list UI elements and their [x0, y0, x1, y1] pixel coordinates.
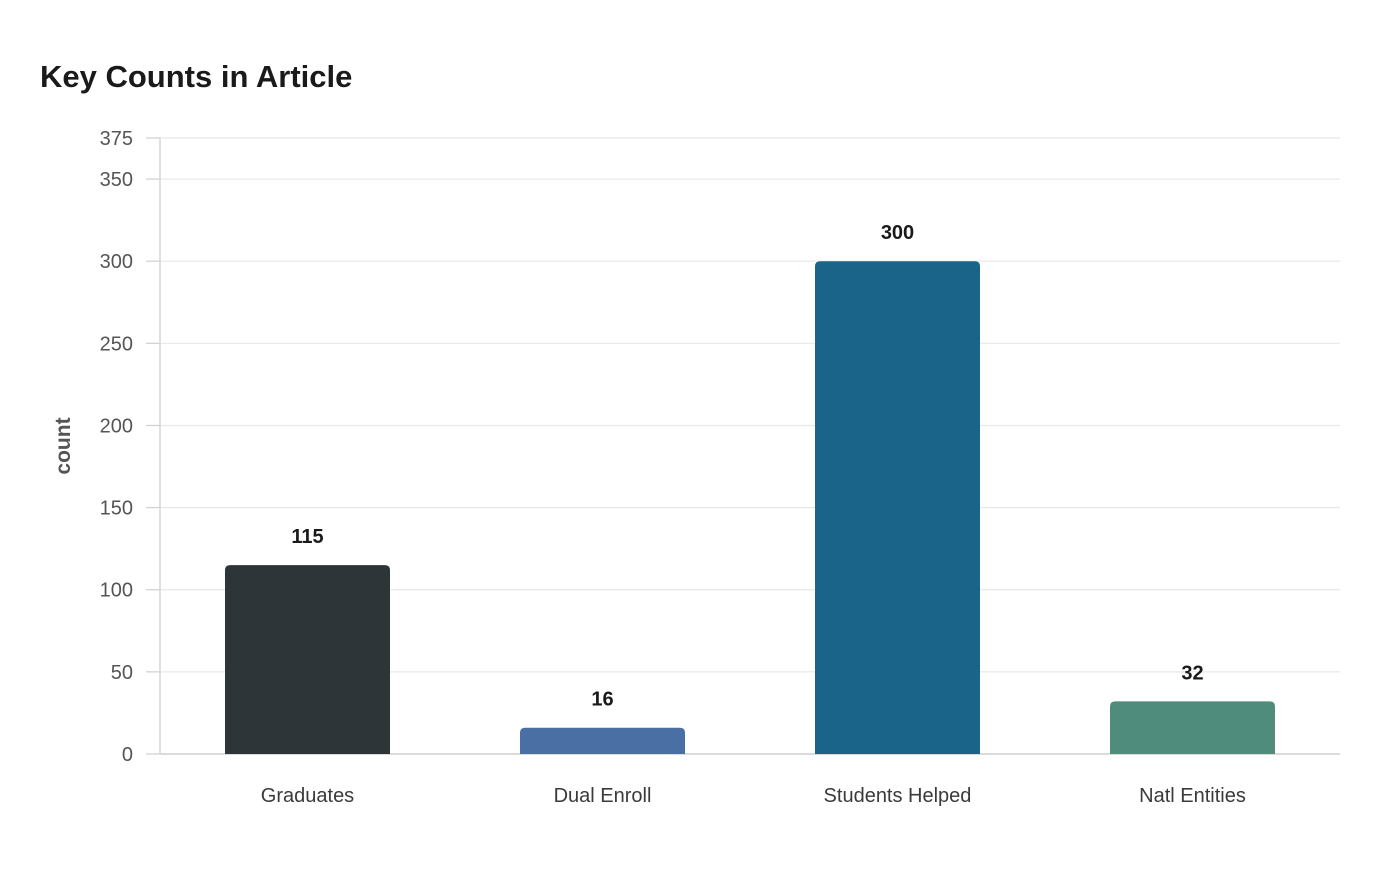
y-tick-label: 200	[100, 415, 133, 437]
data-label: 16	[591, 689, 613, 711]
y-tick-label: 375	[100, 128, 133, 150]
y-tick-label: 100	[100, 580, 133, 602]
y-axis-title: count	[52, 417, 75, 474]
y-tick-label: 350	[100, 169, 133, 191]
bar-graduates	[225, 565, 390, 754]
x-tick-label: Natl Entities	[1139, 785, 1246, 807]
y-tick-label: 50	[111, 662, 133, 684]
data-label: 115	[291, 526, 323, 548]
chart-title: Key Counts in Article	[40, 59, 353, 94]
y-tick-label: 0	[122, 744, 133, 766]
bar-dual-enroll	[520, 727, 685, 754]
x-tick-label: Students Helped	[824, 785, 972, 807]
x-tick-label: Graduates	[261, 785, 354, 807]
data-label: 32	[1181, 662, 1203, 684]
y-tick-label: 250	[100, 333, 133, 355]
bar-students-helped	[815, 261, 980, 754]
y-tick-label: 300	[100, 251, 133, 273]
y-tick-label: 150	[100, 498, 133, 520]
data-label: 300	[881, 222, 914, 244]
x-tick-label: Dual Enroll	[554, 785, 652, 807]
bar-natl-entities	[1110, 701, 1275, 754]
bars	[225, 261, 1275, 754]
data-labels: 115 16 300 32	[291, 222, 1203, 711]
category-labels: Graduates Dual Enroll Students Helped Natl …	[261, 785, 1246, 807]
y-tick-labels: 0 50 100 150 200 250 300 350 375	[100, 128, 133, 766]
